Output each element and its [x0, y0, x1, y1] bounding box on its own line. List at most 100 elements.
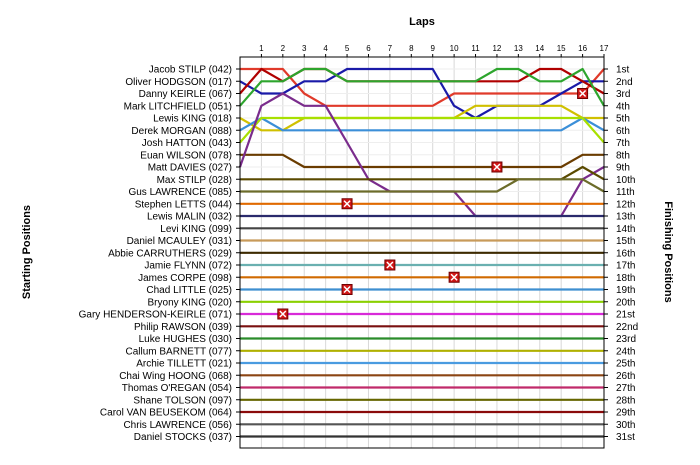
retirement-marker-cross: [343, 285, 351, 294]
retirement-marker-cross: [386, 261, 394, 269]
finish-label: 2nd: [616, 77, 633, 88]
finish-label: 15th: [616, 236, 635, 247]
start-label: Thomas O'REGAN (054): [122, 383, 232, 394]
start-label: Josh HATTON (043): [142, 138, 232, 149]
finish-label: 4th: [616, 101, 630, 112]
start-label: Carol VAN BEUSEKOM (064): [100, 408, 232, 419]
start-label: Jacob STILP (042): [149, 65, 232, 76]
lap-tick-label: 11: [471, 44, 480, 53]
series-line: [240, 67, 605, 107]
lap-tick-label: 8: [409, 44, 414, 53]
start-label: Chad LITTLE (025): [146, 285, 232, 296]
lap-ticks: 1 2 3 4 5 6 7 8 9 10 11 12 13 14 15 16 17: [259, 44, 609, 57]
finish-label: 31st: [616, 432, 635, 443]
finish-label: 10th: [616, 175, 635, 186]
start-label: Gary HENDERSON-KEIRLE (071): [79, 310, 232, 321]
finish-label: 14th: [616, 224, 635, 235]
series-line: [239, 116, 605, 132]
lap-tick-label: 16: [578, 44, 587, 53]
start-label: Archie TILLETT (021): [136, 359, 232, 370]
finish-label: 8th: [616, 150, 630, 161]
start-label: Bryony KING (020): [148, 297, 232, 308]
finish-label: 12th: [616, 199, 635, 210]
lap-tick-label: 6: [366, 44, 371, 53]
start-label: Oliver HODGSON (017): [125, 77, 232, 88]
start-label: Lewis MALIN (032): [147, 212, 232, 223]
start-label: Mark LITCHFIELD (051): [124, 101, 232, 112]
start-label: Abbie CARRUTHERS (029): [108, 248, 232, 259]
lap-tick-label: 17: [600, 44, 609, 53]
start-label: Daniel STOCKS (037): [134, 432, 232, 443]
start-label: Daniel MCAULEY (031): [127, 236, 232, 247]
finish-label: 6th: [616, 126, 630, 137]
retirement-marker-cross: [343, 200, 351, 208]
finish-label: 29th: [616, 408, 635, 419]
finish-label: 5th: [616, 114, 630, 125]
finish-label: 21st: [616, 310, 635, 321]
lap-tick-label: 7: [388, 44, 393, 53]
finish-label: 24th: [616, 346, 635, 357]
finish-label: 3rd: [616, 89, 630, 100]
lap-tick-label: 9: [430, 44, 435, 53]
lap-tick-label: 14: [535, 44, 544, 53]
retirement-marker-cross: [279, 310, 287, 318]
retirement-marker-cross: [450, 273, 458, 281]
series-lines: [238, 67, 605, 438]
series-line: [239, 116, 605, 144]
finish-label: 25th: [616, 359, 635, 370]
finish-label: 19th: [616, 285, 635, 296]
x-axis-title: Laps: [409, 16, 435, 28]
finish-label: 22nd: [616, 322, 638, 333]
series-line: [240, 178, 605, 193]
finish-label: 16th: [616, 248, 635, 259]
start-label: Levi KING (099): [160, 224, 232, 235]
finish-label: 9th: [616, 163, 630, 174]
finish-label: 17th: [616, 261, 635, 272]
start-label: Lewis KING (018): [153, 114, 232, 125]
finish-label: 1st: [616, 65, 630, 76]
start-label: Gus LAWRENCE (085): [128, 187, 232, 198]
start-label: Stephen LETTS (044): [135, 199, 232, 210]
start-label: Chris LAWRENCE (056): [123, 420, 232, 431]
start-label: Euan WILSON (078): [140, 150, 232, 161]
left-axis-title: Starting Positions: [21, 205, 33, 299]
finish-label: 20th: [616, 297, 635, 308]
start-label: Chai Wing HOONG (068): [119, 371, 232, 382]
series-line: [240, 165, 605, 181]
starting-position-labels: Jacob STILP (042)Oliver HODGSON (017)Dan…: [79, 65, 240, 443]
lap-tick-label: 13: [514, 44, 523, 53]
start-label: Jamie FLYNN (072): [144, 261, 232, 272]
finish-label: 18th: [616, 273, 635, 284]
finish-label: 11th: [616, 187, 635, 198]
finish-label: 30th: [616, 420, 635, 431]
plot-frame: [239, 56, 605, 449]
lap-tick-label: 12: [492, 44, 501, 53]
start-label: Philip RAWSON (039): [134, 322, 232, 333]
finish-label: 13th: [616, 212, 635, 223]
start-label: James CORPE (098): [138, 273, 232, 284]
finish-label: 26th: [616, 371, 635, 382]
start-label: Danny KEIRLE (067): [139, 89, 232, 100]
start-label: Derek MORGAN (088): [131, 126, 232, 137]
lap-tick-label: 2: [281, 44, 286, 53]
series-line: [239, 67, 605, 107]
finish-label: 27th: [616, 383, 635, 394]
start-label: Luke HUGHES (030): [139, 334, 232, 345]
start-label: Callum BARNETT (077): [125, 346, 232, 357]
start-label: Matt DAVIES (027): [148, 163, 232, 174]
retirement-marker-cross: [493, 163, 501, 171]
finish-label: 28th: [616, 395, 635, 406]
finish-label: 23rd: [616, 334, 636, 345]
series-line: [240, 153, 604, 169]
lap-tick-label: 4: [323, 44, 328, 53]
start-label: Shane TOLSON (097): [133, 395, 232, 406]
lap-tick-label: 1: [259, 44, 264, 53]
lap-tick-label: 15: [557, 44, 566, 53]
retirement-marker-cross: [579, 89, 587, 98]
retirement-markers: [277, 88, 589, 320]
start-label: Max STILP (028): [157, 175, 232, 186]
lap-tick-label: 3: [302, 44, 307, 53]
series-line: [239, 67, 604, 120]
